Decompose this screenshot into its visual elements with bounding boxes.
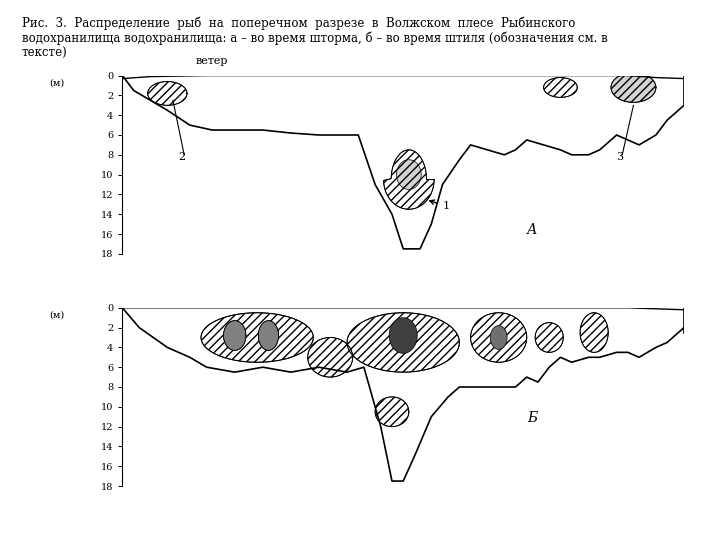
Polygon shape (258, 321, 279, 350)
Text: 1: 1 (430, 200, 449, 211)
Polygon shape (544, 78, 577, 97)
Polygon shape (201, 313, 313, 362)
Polygon shape (384, 150, 434, 209)
Polygon shape (490, 326, 507, 349)
Text: (м): (м) (50, 310, 65, 320)
Text: 2: 2 (179, 152, 186, 162)
Polygon shape (535, 323, 563, 352)
Polygon shape (347, 313, 459, 372)
Text: Рис.  3.  Распределение  рыб  на  поперечном  разрезе  в  Волжском  плесе  Рыбин: Рис. 3. Распределение рыб на поперечном … (22, 16, 608, 60)
Polygon shape (471, 313, 527, 362)
Polygon shape (375, 397, 409, 427)
Text: А: А (527, 223, 537, 237)
Text: ветер: ветер (195, 56, 228, 66)
Polygon shape (223, 321, 246, 350)
Polygon shape (580, 313, 608, 352)
Polygon shape (390, 318, 418, 353)
Text: Б: Б (527, 410, 537, 424)
Polygon shape (397, 160, 421, 190)
Polygon shape (148, 82, 187, 105)
Polygon shape (611, 73, 656, 102)
Polygon shape (307, 338, 353, 377)
Text: (м): (м) (50, 78, 65, 87)
Text: 3: 3 (616, 152, 624, 162)
